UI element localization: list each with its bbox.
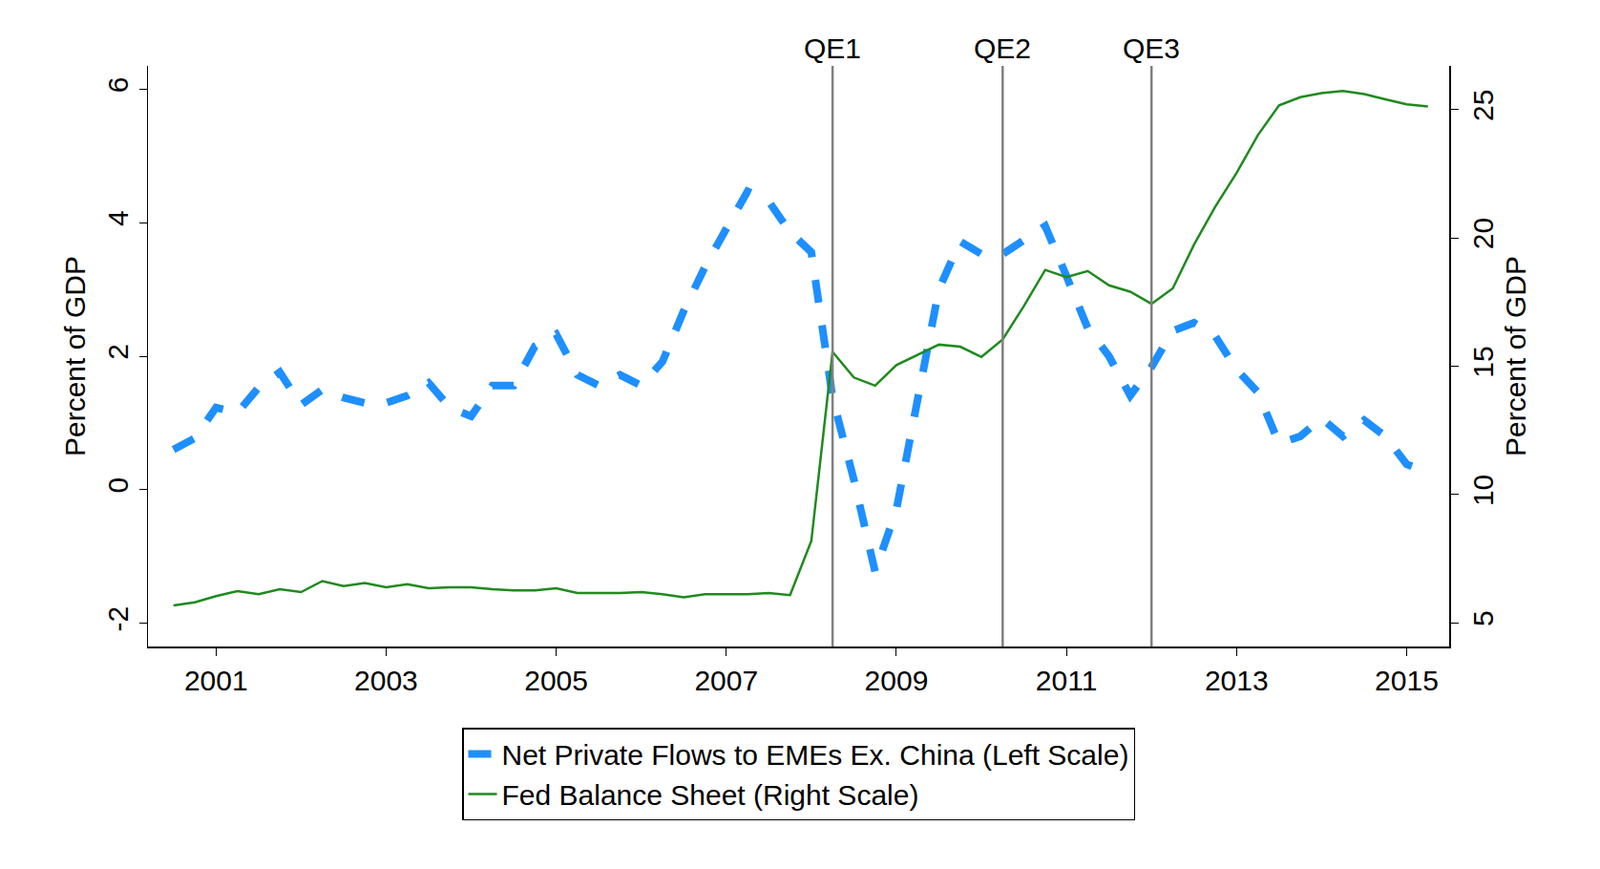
svg-text:20: 20 [1467, 217, 1499, 250]
svg-text:2005: 2005 [524, 664, 589, 696]
svg-text:0: 0 [102, 477, 134, 494]
svg-text:10: 10 [1467, 474, 1499, 506]
svg-text:2011: 2011 [1035, 664, 1098, 696]
svg-text:2007: 2007 [694, 664, 758, 696]
svg-text:Percent of GDP: Percent of GDP [59, 255, 91, 457]
svg-text:6: 6 [102, 77, 134, 94]
svg-text:QE2: QE2 [973, 32, 1032, 64]
svg-text:2013: 2013 [1204, 664, 1269, 696]
svg-text:QE1: QE1 [803, 32, 862, 64]
svg-text:2001: 2001 [184, 664, 249, 696]
svg-text:QE3: QE3 [1122, 32, 1180, 64]
svg-text:Percent of GDP: Percent of GDP [1499, 255, 1532, 457]
svg-text:2015: 2015 [1374, 664, 1439, 696]
svg-text:-2: -2 [102, 606, 134, 632]
svg-text:Net Private Flows to EMEs Ex.: Net Private Flows to EMEs Ex. China (Lef… [502, 738, 1130, 771]
svg-text:2009: 2009 [864, 664, 929, 696]
svg-text:25: 25 [1467, 89, 1499, 122]
svg-text:4: 4 [102, 210, 134, 227]
svg-text:Fed Balance Sheet (Right Scale: Fed Balance Sheet (Right Scale) [502, 778, 920, 811]
svg-text:2003: 2003 [354, 664, 419, 696]
svg-text:5: 5 [1467, 610, 1499, 627]
svg-text:2: 2 [102, 343, 134, 360]
svg-text:15: 15 [1467, 345, 1499, 378]
